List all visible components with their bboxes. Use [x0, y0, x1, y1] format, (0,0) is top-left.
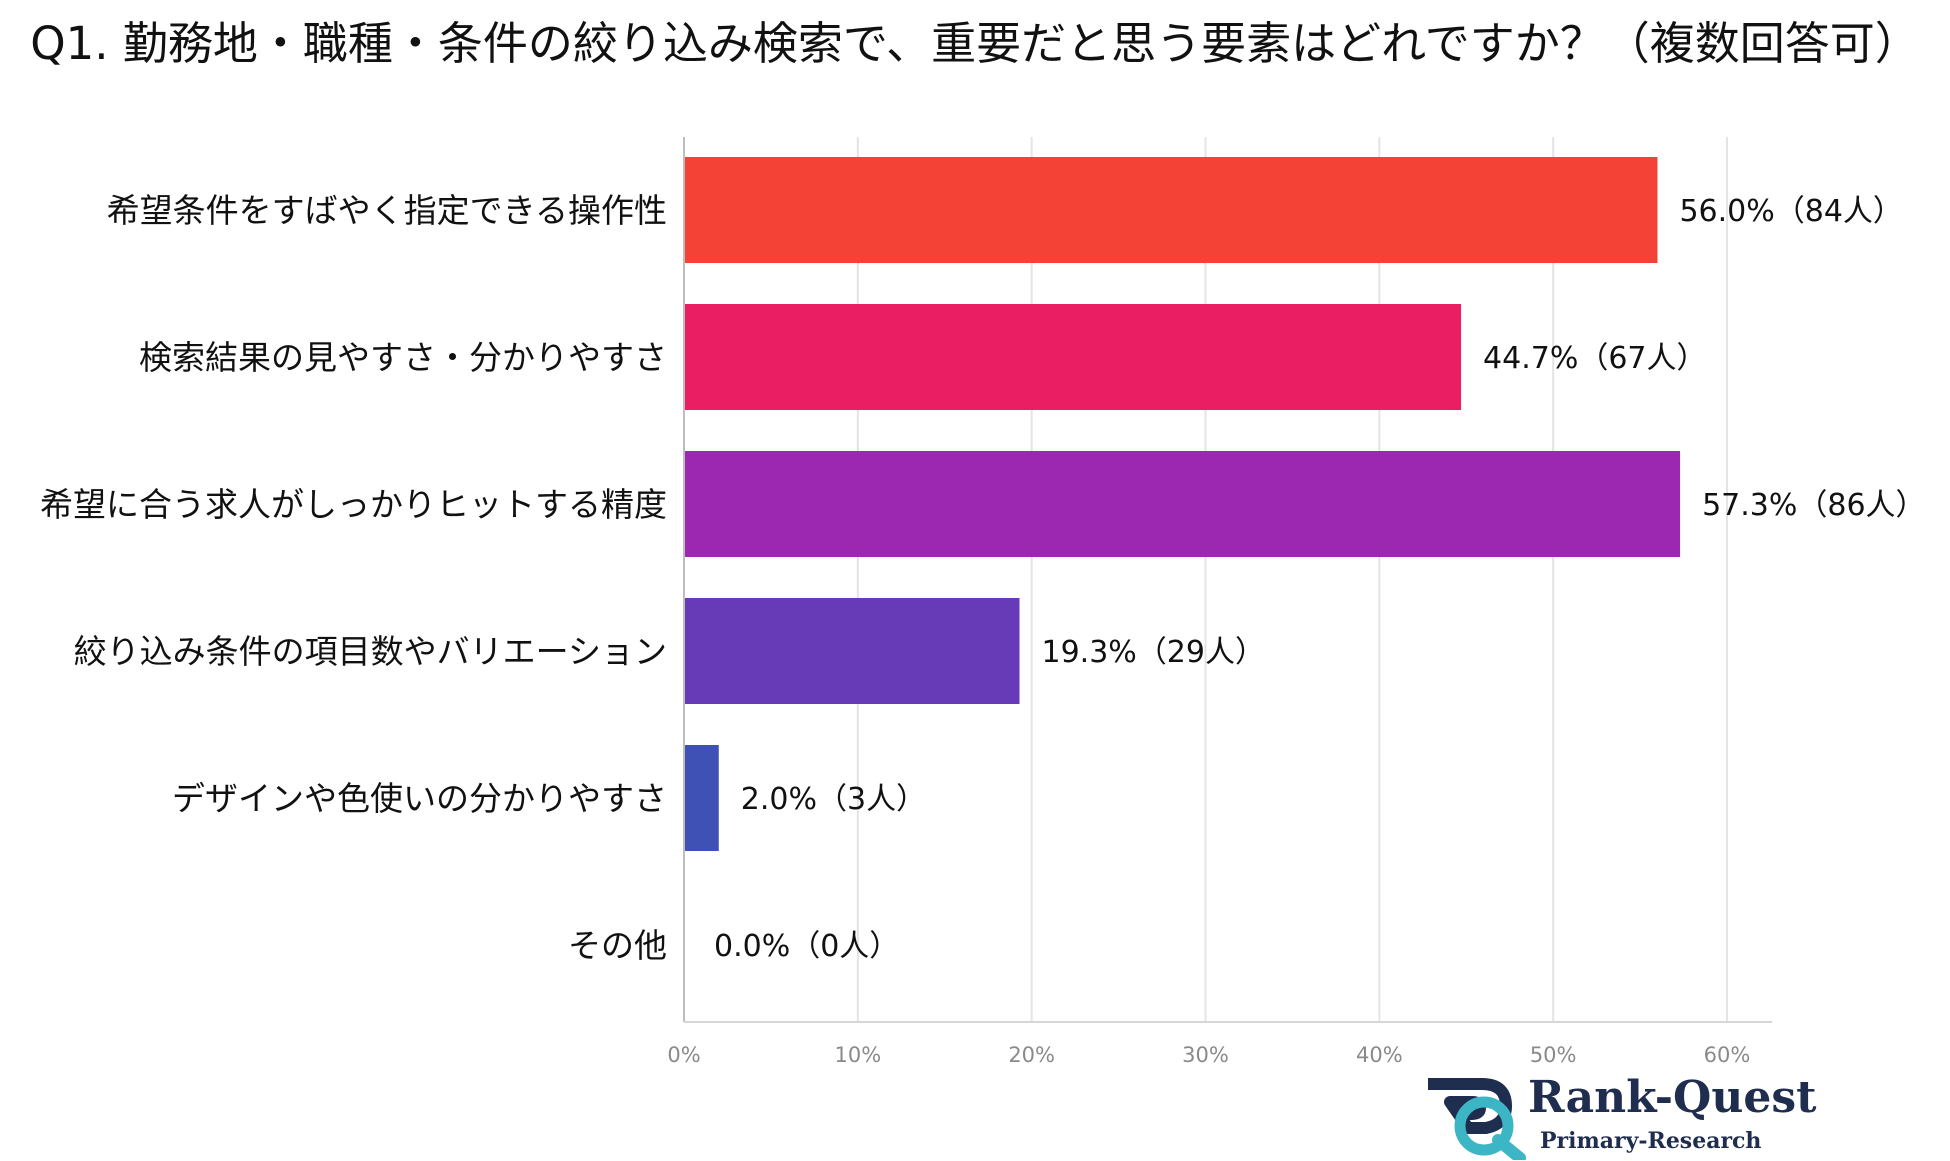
category-label: 希望に合う求人がしっかりヒットする精度 — [40, 485, 667, 524]
x-tick-label: 10% — [834, 1043, 881, 1067]
bar — [684, 304, 1462, 410]
data-label: 0.0%（0人） — [714, 929, 899, 964]
logo-title: Rank-Quest — [1528, 1072, 1817, 1123]
rank-quest-logo: Rank-Quest Primary-Research — [1420, 1072, 1820, 1160]
x-tick-label: 30% — [1182, 1043, 1229, 1067]
logo-subtitle: Primary-Research — [1540, 1128, 1762, 1154]
data-label: 44.7%（67人） — [1483, 341, 1706, 376]
data-label: 57.3%（86人） — [1702, 488, 1925, 523]
data-label: 56.0%（84人） — [1679, 194, 1902, 229]
bars — [684, 157, 1681, 851]
bar — [684, 745, 719, 851]
x-tick-label: 40% — [1356, 1043, 1403, 1067]
x-tick-label: 60% — [1704, 1043, 1751, 1067]
category-label: その他 — [568, 926, 667, 965]
category-label: 検索結果の見やすさ・分かりやすさ — [139, 338, 667, 377]
data-label: 2.0%（3人） — [741, 782, 926, 817]
x-tick-label: 50% — [1530, 1043, 1577, 1067]
data-labels: 56.0%（84人） 44.7%（67人） 57.3%（86人） 19.3%（29人）… — [714, 194, 1926, 964]
bar — [684, 451, 1681, 557]
x-tick-label: 0% — [667, 1043, 700, 1067]
chart-title: Q1. 勤務地・職種・条件の絞り込み検索で、重要だと思う要素はどれですか？（複数… — [30, 17, 1920, 70]
category-labels: 希望条件をすばやく指定できる操作性検索結果の見やすさ・分かりやすさ希望に合う求人… — [40, 191, 667, 965]
x-tick-label: 20% — [1008, 1043, 1055, 1067]
bar — [684, 157, 1658, 263]
category-label: 希望条件をすばやく指定できる操作性 — [107, 191, 667, 230]
x-tick-labels: 0% 10% 20% 30% 40% 50% 60% — [667, 1043, 1750, 1067]
bar — [684, 598, 1020, 704]
grid-lines — [856, 137, 1728, 1022]
category-label: デザインや色使いの分かりやすさ — [172, 779, 667, 818]
rank-quest-emblem-icon — [1428, 1078, 1526, 1160]
category-label: 絞り込み条件の項目数やバリエーション — [74, 632, 667, 671]
data-label: 19.3%（29人） — [1041, 635, 1264, 670]
